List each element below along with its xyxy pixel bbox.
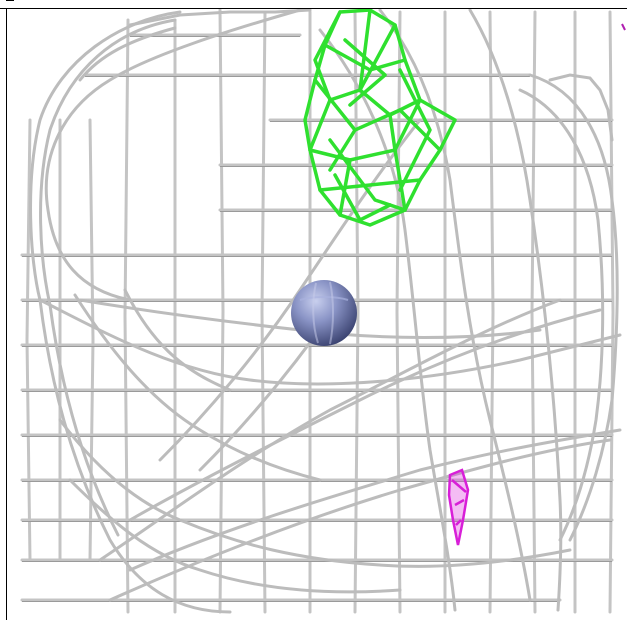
mesh-vertical-line: [260, 10, 267, 614]
mesh-right-contour-2: [518, 88, 605, 542]
mesh-right-step: [548, 73, 614, 142]
mesh-vertical-line: [488, 10, 495, 614]
mesh-right-contour: [528, 73, 619, 542]
mesh-vertical-line: [25, 118, 32, 562]
grey-mesh-curves: [29, 8, 622, 614]
mesh-sweep-1: [38, 298, 622, 386]
grey-mesh-horizontals: [20, 33, 614, 602]
mesh-vert-curve-2: [468, 8, 563, 612]
viewport-left-border: [6, 8, 7, 620]
mesh-outer-contour-2: [39, 18, 177, 537]
mesh-inner-contour: [44, 8, 302, 302]
mesh-bottom-sweep-2: [68, 478, 402, 594]
mesh-vert-curve-1: [378, 8, 532, 602]
viewport-corner-tick: [6, 0, 14, 1]
mesh-bottom-sweep: [58, 418, 572, 568]
mesh-top-arc-2: [78, 26, 177, 82]
mesh-diagonal-2: [128, 308, 602, 522]
mesh-vertical-line: [353, 10, 360, 614]
mesh-vertical-line: [123, 18, 130, 614]
mesh-vertical-line: [218, 8, 225, 614]
mesh-vert-curve-3: [318, 28, 457, 612]
magenta-corner-fragment: [621, 23, 626, 31]
mesh-vertical-line: [608, 10, 615, 614]
magenta-difference-mesh: [447, 468, 470, 546]
mesh-top-arc: [128, 8, 312, 27]
mesh-sweep-3: [73, 293, 322, 482]
viewport-top-border: [0, 8, 627, 9]
green-difference-mesh: [303, 8, 457, 227]
mesh-diagonal-5: [158, 118, 422, 462]
mesh-vertical-line: [88, 118, 95, 562]
mesh-diagonal-1: [98, 298, 562, 562]
atom-sphere[interactable]: [291, 280, 357, 346]
mesh-sweep-4: [123, 288, 232, 392]
